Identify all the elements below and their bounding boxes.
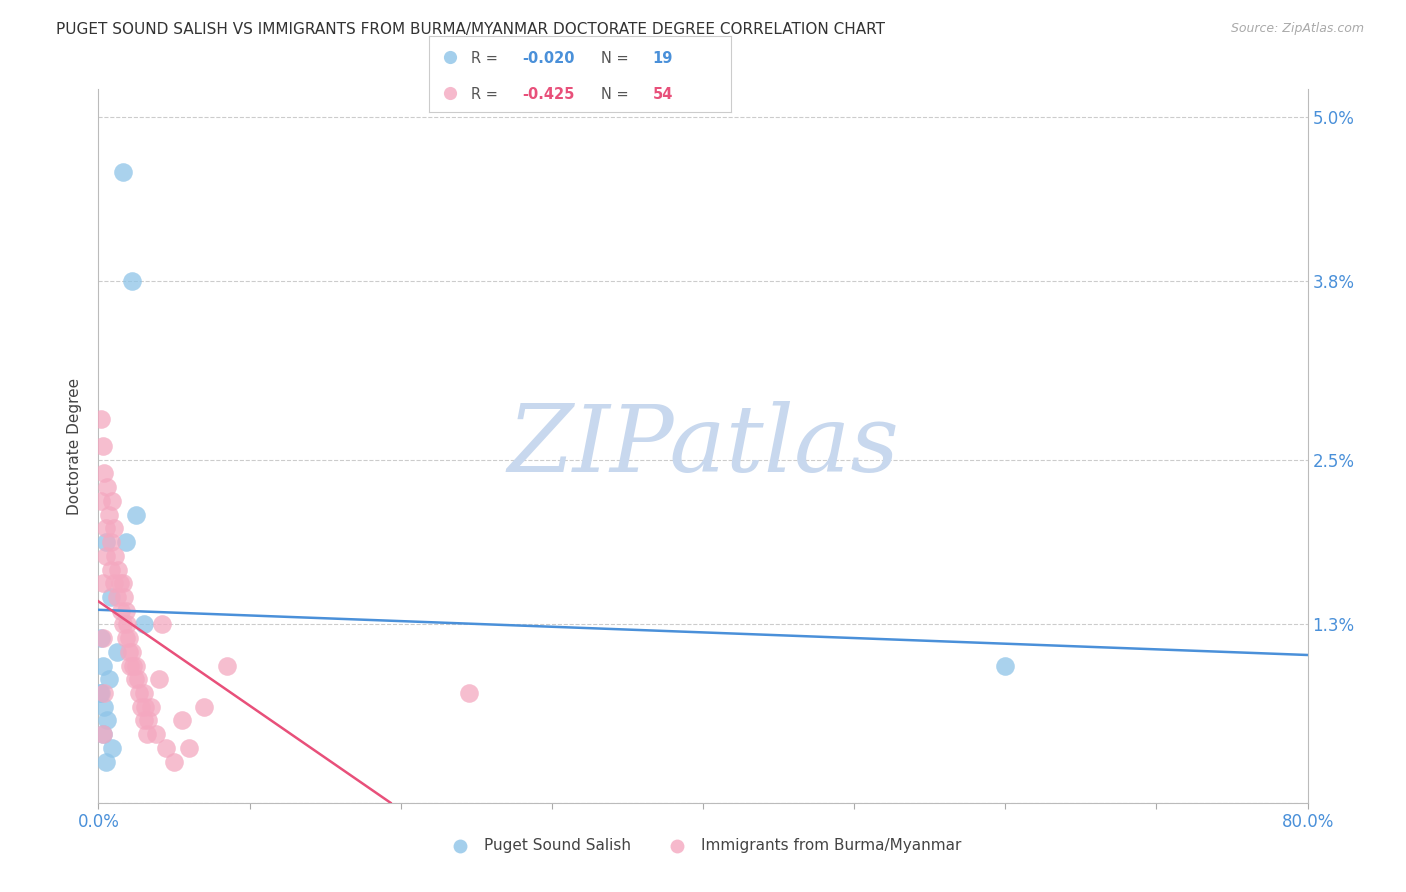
Point — [91, 631, 114, 645]
Point — [121, 274, 143, 288]
Point — [96, 480, 118, 494]
Text: -0.425: -0.425 — [523, 87, 575, 102]
Point — [111, 576, 134, 591]
Point — [103, 521, 125, 535]
Point — [91, 576, 114, 591]
Text: 19: 19 — [652, 51, 673, 66]
Point — [98, 673, 121, 687]
Point — [118, 631, 141, 645]
Point — [155, 740, 177, 755]
Point — [120, 658, 142, 673]
Point — [93, 686, 115, 700]
Point — [115, 617, 138, 632]
Point — [94, 535, 117, 549]
Point — [105, 590, 128, 604]
Text: N =: N = — [602, 51, 633, 66]
Point — [163, 755, 186, 769]
Point — [121, 645, 143, 659]
Point — [101, 494, 124, 508]
Point — [103, 576, 125, 591]
Point — [96, 714, 118, 728]
Point — [107, 562, 129, 576]
Point — [170, 714, 193, 728]
Point — [135, 727, 157, 741]
Point — [90, 411, 112, 425]
Legend: Puget Sound Salish, Immigrants from Burma/Myanmar: Puget Sound Salish, Immigrants from Burm… — [439, 832, 967, 859]
Point — [93, 699, 115, 714]
Point — [111, 164, 134, 178]
Point — [457, 686, 479, 700]
Point — [122, 658, 145, 673]
Point — [94, 521, 117, 535]
Point — [98, 508, 121, 522]
Text: ZIPatlas: ZIPatlas — [508, 401, 898, 491]
Point — [128, 686, 150, 700]
Point — [994, 658, 1017, 673]
Point — [136, 714, 159, 728]
Point — [91, 727, 114, 741]
Point — [90, 494, 112, 508]
Point — [100, 590, 122, 604]
Text: PUGET SOUND SALISH VS IMMIGRANTS FROM BURMA/MYANMAR DOCTORATE DEGREE CORRELATION: PUGET SOUND SALISH VS IMMIGRANTS FROM BU… — [56, 22, 886, 37]
Point — [90, 631, 112, 645]
Text: Source: ZipAtlas.com: Source: ZipAtlas.com — [1230, 22, 1364, 36]
Point — [108, 576, 131, 591]
Point — [114, 631, 136, 645]
Point — [91, 727, 114, 741]
Point — [114, 535, 136, 549]
Point — [101, 740, 124, 755]
Point — [100, 562, 122, 576]
Point — [125, 508, 148, 522]
Point — [94, 755, 117, 769]
Point — [141, 699, 163, 714]
Point — [134, 699, 156, 714]
Text: N =: N = — [602, 87, 633, 102]
Point — [148, 673, 170, 687]
Point — [129, 699, 152, 714]
Point — [89, 686, 111, 700]
Point — [111, 617, 134, 632]
Point — [110, 604, 132, 618]
Point — [105, 645, 128, 659]
Point — [439, 86, 461, 100]
Text: 54: 54 — [652, 87, 673, 102]
Point — [94, 549, 117, 563]
Point — [132, 617, 155, 632]
Point — [215, 658, 238, 673]
Point — [132, 714, 155, 728]
Point — [179, 740, 201, 755]
Text: -0.020: -0.020 — [523, 51, 575, 66]
Point — [127, 673, 149, 687]
Point — [125, 658, 148, 673]
Point — [439, 50, 461, 64]
Point — [112, 590, 135, 604]
Point — [91, 439, 114, 453]
Point — [91, 658, 114, 673]
Text: R =: R = — [471, 87, 503, 102]
Point — [114, 604, 136, 618]
Point — [132, 686, 155, 700]
Point — [93, 467, 115, 481]
Point — [118, 645, 141, 659]
Point — [145, 727, 167, 741]
Point — [150, 617, 173, 632]
Point — [124, 673, 146, 687]
Point — [193, 699, 215, 714]
Point — [104, 549, 127, 563]
Y-axis label: Doctorate Degree: Doctorate Degree — [67, 377, 83, 515]
Text: R =: R = — [471, 51, 503, 66]
Point — [90, 686, 112, 700]
Point — [100, 535, 122, 549]
